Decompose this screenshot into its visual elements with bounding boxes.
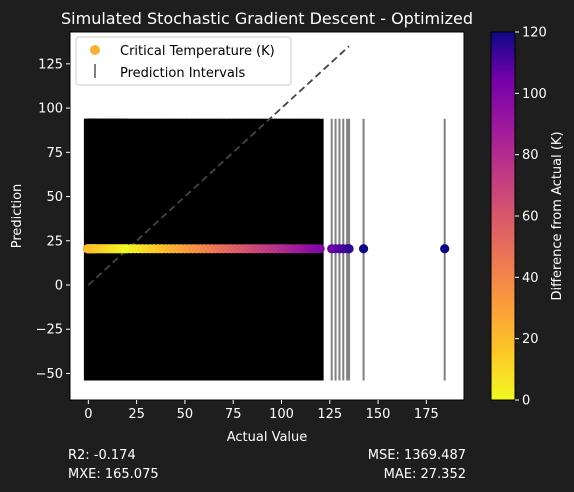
x-tick-label: 175 (414, 407, 439, 422)
legend-label-prediction-intervals: Prediction Intervals (120, 66, 245, 81)
data-point (315, 244, 325, 254)
legend: Critical Temperature (K) Prediction Inte… (75, 36, 292, 86)
colorbar-ticks: 0 20 40 60 80 100 120 (515, 26, 547, 409)
x-tick-label: 125 (317, 407, 342, 422)
y-tick-label: −50 (36, 367, 63, 382)
y-tick-label: 125 (38, 57, 63, 72)
y-tick-label: 50 (46, 190, 63, 205)
colorbar-tick-label: 0 (522, 394, 530, 409)
y-tick-label: 100 (38, 102, 63, 117)
colorbar-tick-label: 100 (522, 87, 547, 102)
colorbar-tick-label: 40 (522, 271, 539, 286)
metric-mse: MSE: 1369.487 (367, 448, 466, 463)
metric-mae: MAE: 27.352 (383, 467, 466, 482)
data-point (358, 244, 369, 254)
colorbar-tick-label: 80 (522, 148, 539, 163)
x-tick-label: 50 (177, 407, 194, 422)
colorbar-gradient (491, 32, 515, 400)
legend-box (75, 36, 292, 86)
plot-frame (69, 31, 465, 401)
x-tick-label: 0 (84, 407, 92, 422)
colorbar-label: Difference from Actual (K) (550, 131, 565, 300)
data-points (82, 244, 450, 254)
x-axis: 0 25 50 75 100 125 150 175 (84, 400, 439, 422)
colorbar-tick-label: 120 (522, 26, 547, 41)
metric-mxe: MXE: 165.075 (68, 467, 159, 482)
colorbar-tick-label: 60 (522, 210, 539, 225)
metric-r2: R2: -0.174 (68, 448, 136, 463)
data-point (440, 244, 450, 254)
y-axis: −50 −25 0 25 50 75 100 125 (36, 57, 70, 382)
chart-title: Simulated Stochastic Gradient Descent - … (61, 9, 473, 28)
x-axis-label: Actual Value (227, 430, 308, 445)
y-tick-label: 75 (46, 146, 63, 161)
legend-marker-critical-temperature (90, 45, 100, 55)
x-tick-label: 150 (366, 407, 391, 422)
colorbar: 0 20 40 60 80 100 120 Difference from Actual (… (490, 26, 565, 409)
y-axis-label: Prediction (10, 184, 25, 249)
data-point (344, 244, 354, 254)
y-tick-label: 0 (55, 279, 63, 294)
x-tick-label: 75 (225, 407, 242, 422)
legend-label-critical-temperature: Critical Temperature (K) (120, 44, 275, 59)
x-tick-label: 100 (269, 407, 294, 422)
y-tick-label: −25 (36, 323, 63, 338)
y-tick-label: 25 (46, 234, 63, 249)
x-tick-label: 25 (128, 407, 145, 422)
colorbar-tick-label: 20 (522, 332, 539, 347)
